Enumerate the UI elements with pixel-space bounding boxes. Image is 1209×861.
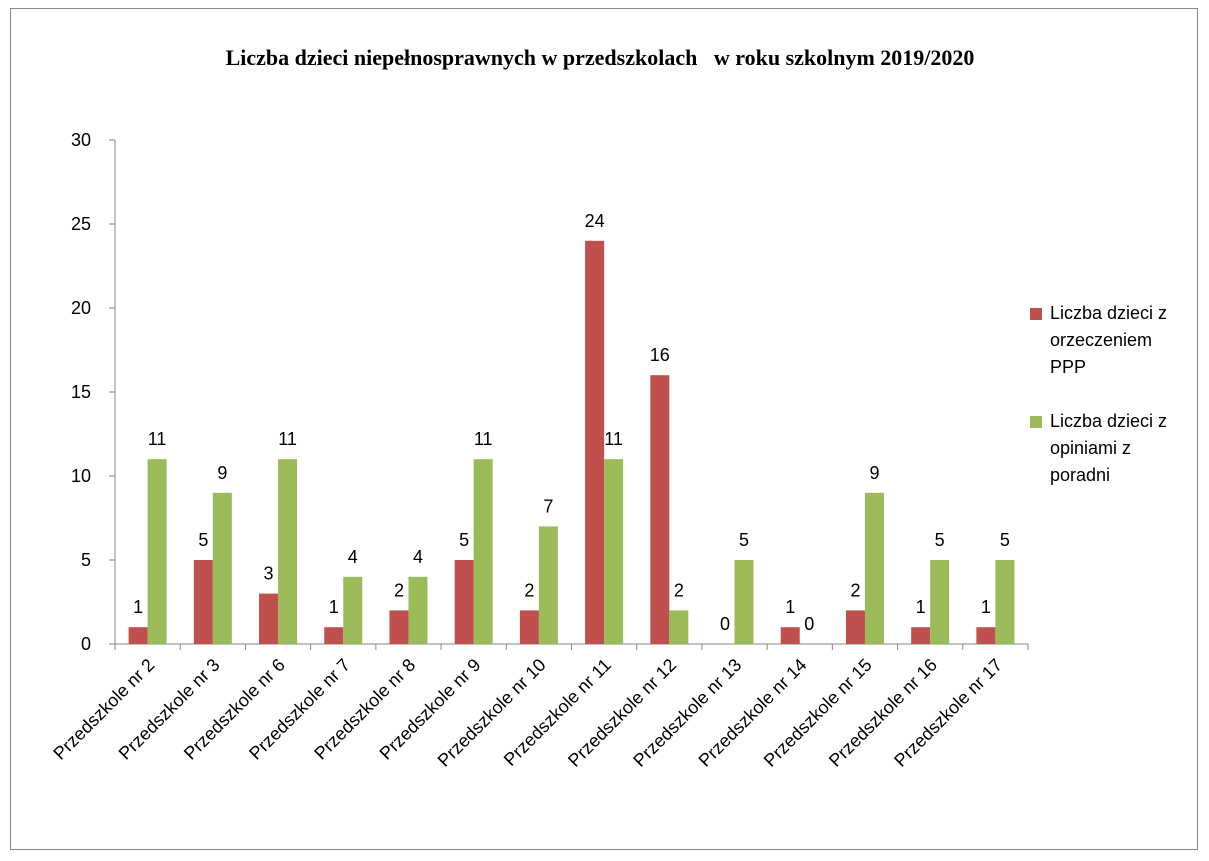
bar <box>734 560 754 644</box>
x-tick-label: Przedszkole nr 14 <box>695 655 811 771</box>
data-label: 7 <box>543 496 553 516</box>
data-label: 11 <box>604 429 623 449</box>
y-tick-label: 15 <box>71 382 91 402</box>
data-label: 11 <box>278 429 297 449</box>
bar <box>911 627 931 644</box>
chart-title: Liczba dzieci niepełnosprawnych w przeds… <box>225 45 975 70</box>
data-label: 2 <box>850 580 860 600</box>
data-label: 2 <box>674 580 684 600</box>
bar <box>538 526 558 644</box>
x-tick-label: Przedszkole nr 10 <box>434 655 550 771</box>
x-tick-label: Przedszkole nr 17 <box>890 655 1006 771</box>
y-tick-label: 25 <box>71 214 91 234</box>
y-tick-label: 0 <box>81 634 91 654</box>
data-label: 5 <box>198 530 208 550</box>
data-label: 5 <box>739 530 749 550</box>
data-label: 1 <box>981 597 991 617</box>
bar <box>128 627 148 644</box>
bar <box>845 610 865 644</box>
data-label: 1 <box>329 597 339 617</box>
y-tick-label: 30 <box>71 130 91 150</box>
data-label: 0 <box>720 614 730 634</box>
x-tick-label: Przedszkole nr 12 <box>564 655 680 771</box>
data-label: 4 <box>413 547 423 567</box>
bar <box>473 459 493 644</box>
bar <box>519 610 539 644</box>
y-tick-label: 20 <box>71 298 91 318</box>
y-tick-label: 5 <box>81 550 91 570</box>
x-tick-label: Przedszkole nr 16 <box>825 655 941 771</box>
data-label: 9 <box>869 463 879 483</box>
bar <box>780 627 800 644</box>
x-tick-label: Przedszkole nr 13 <box>629 655 745 771</box>
bar <box>147 459 167 644</box>
bar <box>650 375 670 644</box>
data-label: 4 <box>348 547 358 567</box>
data-label: 1 <box>785 597 795 617</box>
bar <box>259 593 279 644</box>
bar <box>343 576 363 644</box>
bar <box>389 610 409 644</box>
bar <box>278 459 298 644</box>
bar <box>930 560 950 644</box>
data-label: 2 <box>394 580 404 600</box>
bar <box>995 560 1015 644</box>
legend-label: Liczba dzieci z opiniami z poradni <box>1050 411 1168 485</box>
data-label: 1 <box>133 597 143 617</box>
data-label: 5 <box>1000 530 1010 550</box>
chart-frame <box>10 8 1198 850</box>
data-label: 2 <box>524 580 534 600</box>
bar <box>604 459 624 644</box>
bar <box>976 627 996 644</box>
data-label: 1 <box>916 597 926 617</box>
legend-swatch <box>1030 308 1042 320</box>
data-label: 9 <box>217 463 227 483</box>
y-tick-label: 10 <box>71 466 91 486</box>
legend-label: Liczba dzieci z orzeczeniem PPP <box>1050 303 1168 377</box>
bar <box>864 492 884 644</box>
data-label: 16 <box>650 345 670 365</box>
bar <box>454 560 474 644</box>
bar <box>212 492 232 644</box>
bar <box>669 610 689 644</box>
data-label: 24 <box>585 211 605 231</box>
legend-swatch <box>1030 416 1042 428</box>
bar <box>585 240 605 645</box>
bar <box>324 627 344 644</box>
data-label: 3 <box>264 564 274 584</box>
x-tick-label: Przedszkole nr 15 <box>760 655 876 771</box>
data-label: 0 <box>804 614 814 634</box>
bar <box>193 560 213 644</box>
data-label: 5 <box>935 530 945 550</box>
data-label: 11 <box>474 429 493 449</box>
data-label: 11 <box>148 429 167 449</box>
data-label: 5 <box>459 530 469 550</box>
bar <box>408 576 428 644</box>
